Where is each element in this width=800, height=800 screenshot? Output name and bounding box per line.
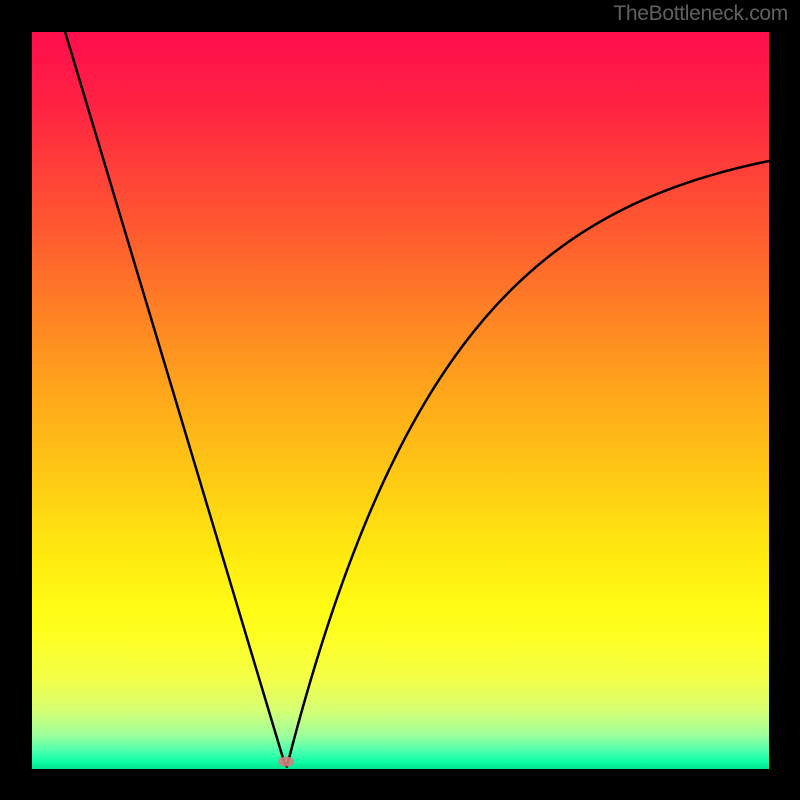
plot-background [32, 32, 769, 769]
watermark-text: TheBottleneck.com [613, 2, 788, 26]
chart-svg [0, 0, 800, 800]
minimum-marker [278, 757, 294, 767]
chart-root: TheBottleneck.com [0, 0, 800, 800]
